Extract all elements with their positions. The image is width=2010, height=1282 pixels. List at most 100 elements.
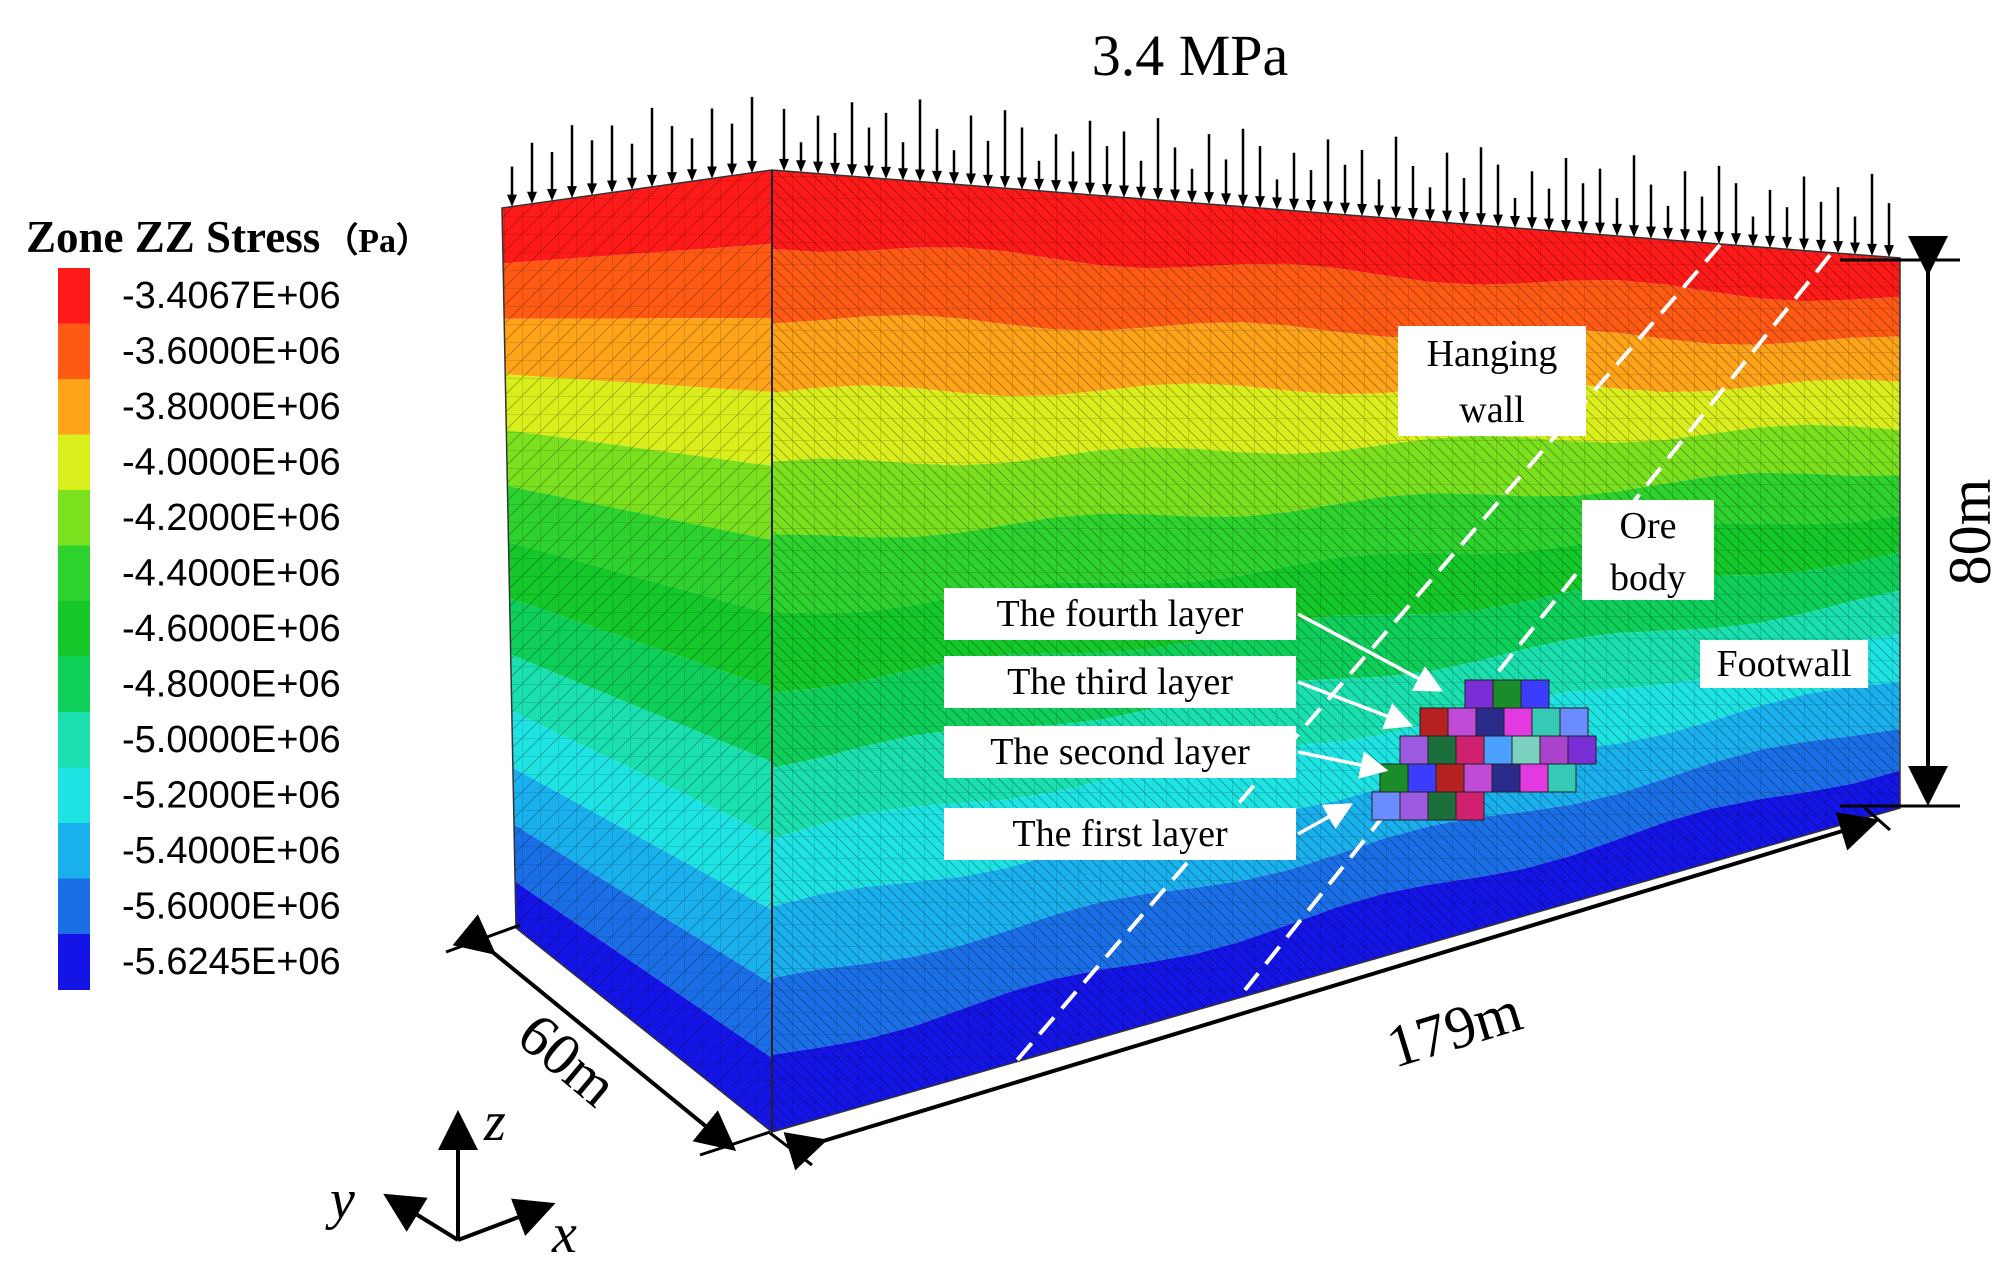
load-arrow	[1782, 207, 1792, 250]
layer-label: The fourth layer	[944, 588, 1444, 692]
load-arrow	[1425, 187, 1435, 222]
legend-swatch	[58, 656, 90, 713]
load-arrow	[647, 107, 657, 187]
load-arrow	[507, 166, 517, 207]
load-arrow	[1680, 171, 1690, 242]
load-arrow	[747, 96, 757, 173]
legend-swatch	[58, 545, 90, 602]
legend-labels: -3.4067E+06 -3.6000E+06 -3.8000E+06 -4.0000…	[122, 275, 341, 983]
load-arrow	[1884, 203, 1894, 258]
layer-label: The second layer	[944, 726, 1389, 779]
stope-block	[1447, 707, 1477, 737]
stope-block	[1407, 763, 1437, 793]
legend-swatch	[58, 934, 90, 990]
load-arrow	[1323, 139, 1333, 214]
load-arrow	[1085, 120, 1095, 195]
load-arrow	[1102, 146, 1112, 197]
svg-text:Ore: Ore	[1620, 505, 1677, 547]
legend-entry-label: -3.8000E+06	[122, 386, 341, 428]
load-arrow	[1374, 179, 1384, 218]
load-arrow	[1731, 183, 1741, 246]
stope-block	[1435, 763, 1465, 793]
legend-swatch	[58, 878, 90, 935]
load-arrow	[796, 142, 806, 173]
load-arrow	[1629, 155, 1639, 238]
axis-z-label: z	[483, 1091, 506, 1153]
load-arrows	[507, 96, 1894, 258]
stope-block	[1559, 707, 1589, 737]
load-arrow	[1476, 147, 1486, 226]
stope-block	[1427, 791, 1457, 821]
svg-text:Footwall: Footwall	[1716, 643, 1851, 685]
load-arrow	[1816, 201, 1826, 252]
stope-block	[1519, 763, 1549, 793]
load-arrow	[966, 115, 976, 186]
svg-text:The fourth layer: The fourth layer	[997, 593, 1244, 635]
legend-swatch	[58, 323, 90, 380]
load-arrow	[1289, 152, 1299, 211]
stope-block	[1547, 763, 1577, 793]
load-arrow	[1765, 189, 1775, 248]
load-arrow	[949, 150, 959, 185]
legend-entry-label: -4.8000E+06	[122, 664, 341, 706]
load-arrow	[1748, 216, 1758, 247]
load-arrow	[864, 127, 874, 178]
legend-swatch	[58, 379, 90, 435]
load-arrow	[830, 132, 840, 175]
hanging-wall-label: Hanging wall	[1398, 326, 1586, 436]
load-arrow	[1646, 184, 1656, 239]
ore-body-label: Ore body	[1582, 500, 1714, 600]
stope-block	[1455, 735, 1485, 765]
legend-entry-label: -4.2000E+06	[122, 497, 341, 539]
load-arrow	[1578, 183, 1588, 234]
load-arrow	[1255, 146, 1265, 209]
stope-block	[1371, 791, 1401, 821]
load-arrow	[1493, 164, 1503, 227]
load-arrow	[779, 108, 789, 171]
load-arrow	[983, 140, 993, 187]
stope-block	[1511, 735, 1541, 765]
load-arrow	[1034, 160, 1044, 191]
load-arrow	[1306, 170, 1316, 213]
load-label: 3.4 MPa	[1092, 23, 1289, 88]
load-arrow	[813, 115, 823, 174]
load-arrow	[667, 126, 677, 185]
load-arrow	[1714, 165, 1724, 244]
load-arrow	[1544, 188, 1554, 231]
legend-entry-label: -5.0000E+06	[122, 719, 341, 761]
stope-block	[1463, 763, 1493, 793]
svg-text:The third layer: The third layer	[1007, 661, 1233, 703]
legend-entry-label: -4.4000E+06	[122, 553, 341, 595]
load-arrow	[607, 125, 617, 193]
stope-block	[1427, 735, 1457, 765]
legend-swatch	[58, 601, 90, 657]
legend-swatch	[58, 434, 90, 491]
legend-entry-label: -4.0000E+06	[122, 442, 341, 484]
footwall-label: Footwall	[1700, 640, 1868, 688]
legend-swatch	[58, 490, 90, 546]
load-arrow	[1850, 216, 1860, 255]
load-arrow	[1867, 173, 1877, 256]
stope-block	[1567, 735, 1597, 765]
load-arrow	[1459, 177, 1469, 224]
load-arrow	[547, 151, 557, 201]
load-arrow	[1068, 151, 1078, 194]
axis-y-label: y	[325, 1169, 355, 1231]
load-arrow	[1136, 160, 1146, 199]
svg-text:60m: 60m	[506, 1000, 630, 1119]
load-arrow	[1833, 187, 1843, 254]
load-arrow	[1238, 128, 1248, 207]
load-arrow	[1527, 171, 1537, 230]
axis-x-label: x	[551, 1203, 577, 1265]
load-arrow	[727, 123, 737, 176]
legend-entry-label: -5.6245E+06	[122, 941, 341, 983]
legend-unit: （Pa）	[324, 221, 430, 260]
stope-block	[1464, 679, 1494, 709]
legend-swatch	[58, 767, 90, 824]
stope-block	[1475, 707, 1505, 737]
stope-block	[1491, 763, 1521, 793]
load-arrow	[527, 142, 537, 204]
load-arrow	[687, 138, 697, 182]
load-arrow	[881, 112, 891, 179]
